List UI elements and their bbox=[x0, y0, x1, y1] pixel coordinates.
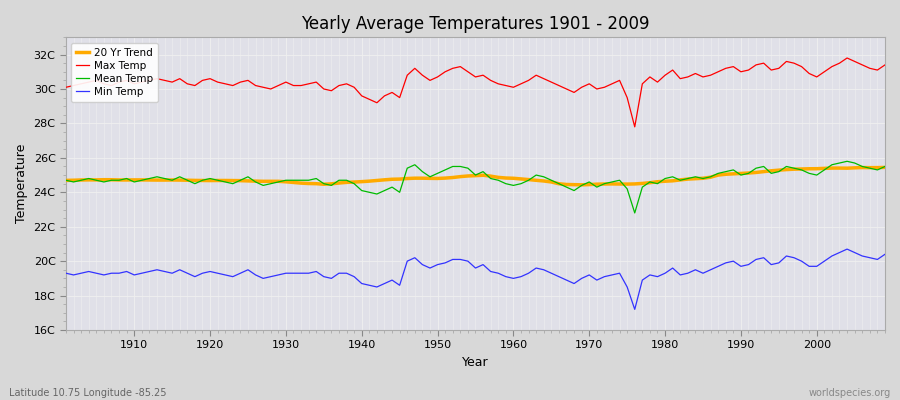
Min Temp bbox=[599, 274, 610, 279]
Min Temp bbox=[334, 271, 345, 276]
Max Temp bbox=[842, 56, 852, 60]
Title: Yearly Average Temperatures 1901 - 2009: Yearly Average Temperatures 1901 - 2009 bbox=[302, 15, 650, 33]
Min Temp bbox=[122, 269, 132, 274]
Max Temp bbox=[334, 83, 345, 88]
Mean Temp bbox=[599, 181, 610, 186]
Min Temp bbox=[288, 271, 299, 276]
Mean Temp bbox=[508, 183, 518, 188]
Max Temp bbox=[629, 124, 640, 129]
Line: Max Temp: Max Temp bbox=[66, 58, 885, 127]
Max Temp bbox=[879, 62, 890, 67]
Mean Temp bbox=[122, 176, 132, 181]
20 Yr Trend bbox=[334, 181, 345, 186]
Line: Min Temp: Min Temp bbox=[66, 249, 885, 309]
Mean Temp bbox=[842, 159, 852, 164]
Max Temp bbox=[122, 78, 132, 83]
20 Yr Trend bbox=[879, 165, 890, 170]
Line: 20 Yr Trend: 20 Yr Trend bbox=[66, 168, 885, 185]
Min Temp bbox=[629, 307, 640, 312]
Y-axis label: Temperature: Temperature bbox=[15, 144, 28, 223]
Line: Mean Temp: Mean Temp bbox=[66, 161, 885, 213]
Text: worldspecies.org: worldspecies.org bbox=[809, 388, 891, 398]
Mean Temp bbox=[500, 181, 511, 186]
Min Temp bbox=[508, 276, 518, 281]
20 Yr Trend bbox=[122, 178, 132, 182]
Min Temp bbox=[500, 274, 511, 279]
Mean Temp bbox=[60, 178, 71, 183]
20 Yr Trend bbox=[500, 176, 511, 180]
20 Yr Trend bbox=[607, 182, 617, 186]
Min Temp bbox=[60, 271, 71, 276]
Max Temp bbox=[288, 83, 299, 88]
Max Temp bbox=[508, 85, 518, 90]
20 Yr Trend bbox=[508, 176, 518, 181]
Mean Temp bbox=[629, 210, 640, 215]
X-axis label: Year: Year bbox=[463, 356, 489, 369]
Min Temp bbox=[842, 247, 852, 252]
Text: Latitude 10.75 Longitude -85.25: Latitude 10.75 Longitude -85.25 bbox=[9, 388, 166, 398]
Mean Temp bbox=[334, 178, 345, 183]
Max Temp bbox=[500, 83, 511, 88]
Mean Temp bbox=[879, 164, 890, 169]
20 Yr Trend bbox=[288, 180, 299, 185]
Max Temp bbox=[60, 85, 71, 90]
Mean Temp bbox=[288, 178, 299, 183]
Max Temp bbox=[599, 85, 610, 90]
20 Yr Trend bbox=[60, 178, 71, 183]
20 Yr Trend bbox=[576, 182, 587, 187]
Min Temp bbox=[879, 252, 890, 257]
Legend: 20 Yr Trend, Max Temp, Mean Temp, Min Temp: 20 Yr Trend, Max Temp, Mean Temp, Min Te… bbox=[71, 42, 158, 102]
